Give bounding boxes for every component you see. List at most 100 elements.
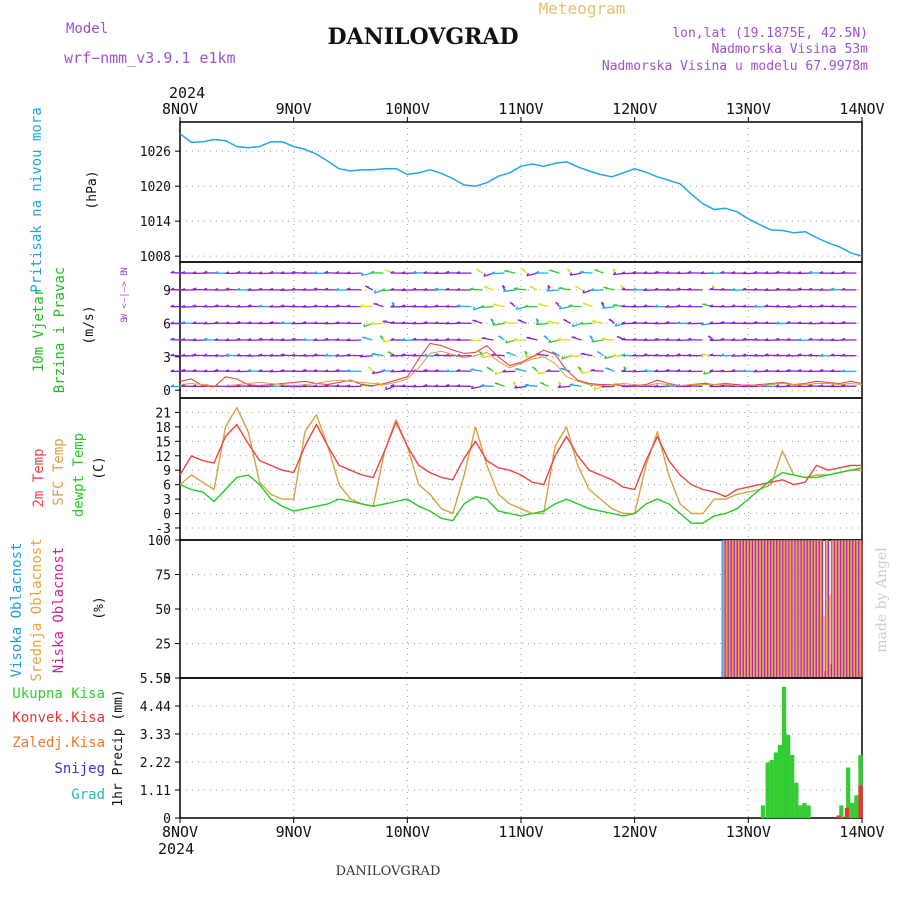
wind-arrowhead	[379, 335, 384, 339]
wind-arrowhead	[563, 318, 568, 322]
wind-arrowhead	[819, 368, 824, 372]
wind-arrowhead	[302, 368, 307, 372]
wind-arrowhead	[401, 271, 406, 274]
wind-arrowhead	[654, 287, 659, 291]
wind-arrowhead	[540, 382, 545, 385]
wind-arrowhead	[401, 384, 406, 387]
wind-arrowhead	[819, 287, 824, 291]
wind-arrowhead	[192, 271, 197, 275]
wind-arrowhead	[258, 287, 263, 291]
wind-arrowhead	[568, 304, 573, 307]
wind-arrowhead	[423, 304, 428, 308]
wind-arrowhead	[764, 271, 769, 274]
wind-arrowhead	[225, 353, 230, 356]
wind-arrow	[601, 338, 615, 341]
wind-arrowhead	[841, 369, 846, 373]
wind-arrowhead	[445, 383, 450, 387]
wind-arrowhead	[720, 287, 725, 291]
precip-legend-total: Ukupna Kisa	[12, 686, 105, 702]
wind-arrowhead	[665, 321, 670, 324]
wind-arrowhead	[764, 338, 769, 341]
wind-arrow	[569, 272, 582, 276]
wind-arrowhead	[537, 370, 541, 375]
wind-arrowhead	[590, 368, 595, 372]
wind-arrowhead	[819, 321, 824, 324]
wind-arrowhead	[324, 353, 329, 357]
precip-panel: 0 1.11 2.22 3.33 4.44 5.55 8NOV 9NOV 10NOV 11NOV 1…	[140, 672, 885, 841]
wind-arrowhead	[775, 384, 780, 388]
ytick-label: 1.11	[140, 784, 171, 799]
xtick-label-top: 12NOV	[612, 100, 657, 118]
wind-arrowhead	[373, 302, 378, 305]
wind-arrowhead	[786, 353, 791, 357]
wind-arrowhead	[571, 336, 576, 339]
wind-arrowhead	[291, 270, 296, 274]
wind-panel: 0 3 6 9	[163, 261, 863, 399]
wind-arrowhead	[665, 353, 670, 357]
wind-arrowhead	[412, 270, 417, 274]
wind-arrowhead	[181, 321, 186, 324]
precip-legend-snow: Snijeg	[54, 761, 105, 777]
ytick-label: 6	[163, 479, 171, 494]
xtick-label-bottom: 14NOV	[839, 823, 884, 841]
wind-arrow	[546, 289, 560, 292]
wind-arrowhead	[517, 319, 522, 322]
wind-arrowhead	[654, 270, 659, 274]
wind-arrowhead	[621, 321, 626, 325]
wind-arrowhead	[494, 382, 500, 385]
wind-arrowhead	[313, 321, 318, 324]
wind-arrowhead	[302, 270, 307, 274]
wind-arrowhead	[423, 337, 428, 341]
wind-ylabel-2: Brzina i Pravac	[52, 267, 68, 393]
wind-arrow	[590, 369, 604, 372]
wind-arrowhead	[786, 270, 791, 274]
wind-arrowhead	[313, 287, 318, 291]
pressure-ylabel: Pritisak na nivou mora	[29, 107, 45, 292]
wind-arrowhead	[819, 337, 824, 341]
wind-arrowhead	[359, 354, 364, 358]
wind-arrowhead	[841, 383, 846, 387]
wind-arrowhead	[456, 271, 461, 274]
wind-arrowhead	[313, 338, 318, 341]
wind-arrowhead	[247, 368, 252, 372]
wind-arrowhead	[445, 337, 450, 341]
wind-arrowhead	[753, 304, 758, 308]
wind-arrowhead	[247, 287, 252, 291]
wind-arrowhead	[512, 381, 517, 385]
wind-arrowhead	[370, 270, 375, 274]
wind-arrowhead	[170, 270, 175, 274]
wind-arrow	[370, 271, 384, 274]
wind-arrowhead	[236, 353, 241, 357]
precip-bar	[769, 759, 774, 818]
wind-arrowhead	[181, 384, 186, 387]
wind-arrowhead	[742, 337, 747, 341]
wind-arrow	[579, 271, 593, 274]
wind-arrowhead	[434, 353, 439, 356]
wind-arrowhead	[513, 338, 518, 341]
wind-arrowhead	[524, 304, 529, 308]
wind-arrowhead	[742, 304, 747, 308]
wind-arrowhead	[591, 339, 595, 343]
wind-arrowhead	[841, 353, 846, 357]
wind-arrowhead	[555, 301, 560, 305]
wind-arrowhead	[214, 368, 219, 372]
wind-arrowhead	[654, 321, 659, 325]
wind-arrowhead	[170, 287, 175, 291]
wind-arrowhead	[532, 366, 536, 370]
wind-arrowhead	[643, 287, 648, 291]
temp-ylabel-dewpt: dewpt Temp	[71, 433, 87, 517]
wind-arrowhead	[390, 353, 395, 357]
wind-arrowhead	[203, 353, 208, 357]
wind-arrowhead	[324, 287, 329, 291]
wind-arrowhead	[709, 271, 714, 275]
wind-arrowhead	[236, 337, 241, 341]
year-bottom: 2024	[158, 840, 194, 858]
wind-arrow	[548, 339, 560, 344]
wind-arrowhead	[643, 338, 648, 341]
wind-arrowhead	[170, 321, 175, 325]
wind-arrowhead	[346, 353, 351, 356]
wind-arrowhead	[445, 304, 450, 308]
wind-arrowhead	[170, 369, 175, 373]
wind-arrowhead	[731, 337, 736, 341]
wind-arrowhead	[502, 288, 507, 293]
